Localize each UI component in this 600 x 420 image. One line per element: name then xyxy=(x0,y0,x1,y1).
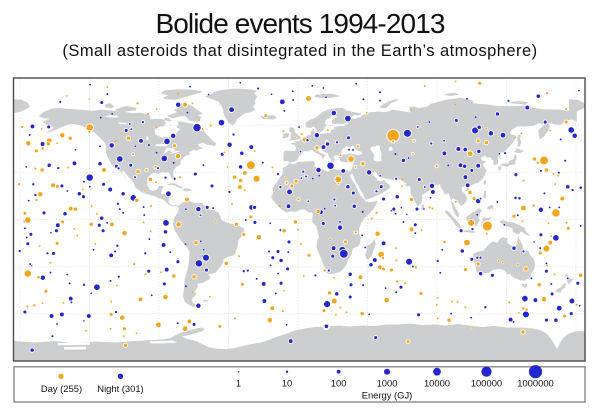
svg-text:Energy (GJ): Energy (GJ) xyxy=(362,390,413,401)
svg-text:1: 1 xyxy=(236,377,241,388)
svg-text:Night (301): Night (301) xyxy=(97,383,143,394)
svg-text:100: 100 xyxy=(331,377,347,388)
svg-text:Day (255): Day (255) xyxy=(41,383,82,394)
svg-text:1000: 1000 xyxy=(377,377,398,388)
svg-text:100000: 100000 xyxy=(471,377,502,388)
svg-text:1000000: 1000000 xyxy=(517,377,554,388)
svg-text:10: 10 xyxy=(282,377,292,388)
svg-text:10000: 10000 xyxy=(424,377,450,388)
